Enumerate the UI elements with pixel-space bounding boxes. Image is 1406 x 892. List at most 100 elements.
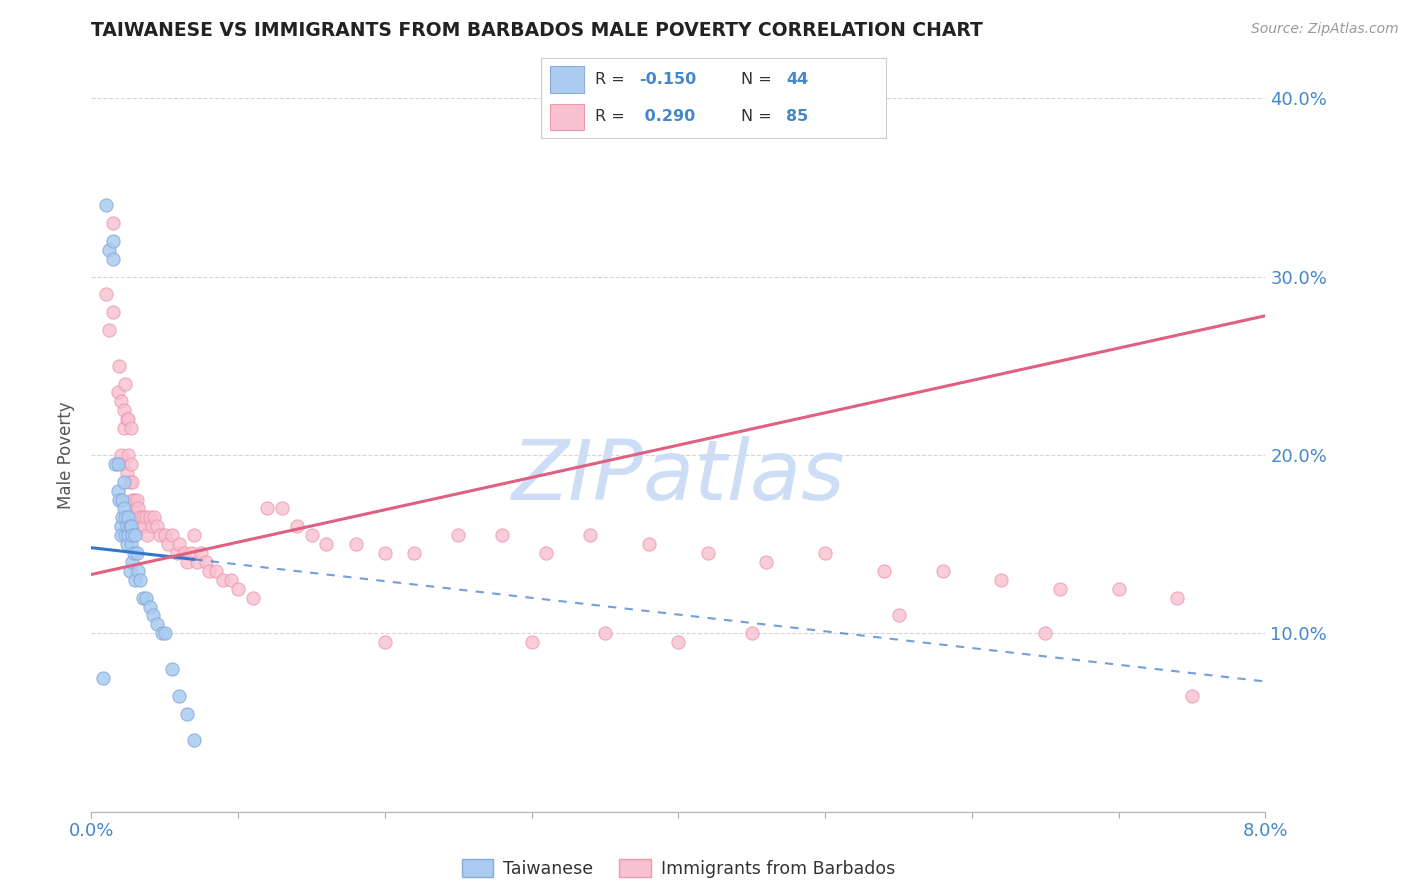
Point <box>153 528 176 542</box>
Point <box>120 457 142 471</box>
Point <box>125 492 148 507</box>
Point <box>755 555 778 569</box>
Point <box>103 216 125 230</box>
Point <box>114 510 136 524</box>
Bar <box>550 66 585 93</box>
Point <box>107 385 129 400</box>
Point <box>141 519 163 533</box>
Point <box>242 591 264 605</box>
Point <box>931 564 953 578</box>
Bar <box>550 103 585 130</box>
Point <box>169 689 191 703</box>
Point <box>98 243 121 257</box>
Point <box>136 528 159 542</box>
Point <box>122 492 145 507</box>
Point <box>110 448 132 462</box>
Point <box>120 519 142 533</box>
Point <box>579 528 602 542</box>
Text: ZIPatlas: ZIPatlas <box>512 436 845 516</box>
Point <box>114 528 136 542</box>
Point <box>108 492 131 507</box>
Point <box>121 555 143 569</box>
Point <box>404 546 426 560</box>
Point <box>219 573 242 587</box>
Point <box>741 626 763 640</box>
Point <box>1033 626 1056 640</box>
Point <box>112 403 135 417</box>
Point <box>536 546 558 560</box>
Point <box>104 457 127 471</box>
Point <box>117 528 139 542</box>
Point <box>129 519 152 533</box>
Point <box>124 510 146 524</box>
Point <box>160 662 183 676</box>
Point <box>814 546 837 560</box>
Point <box>110 519 132 533</box>
Point <box>190 546 212 560</box>
Point <box>107 457 129 471</box>
Point <box>285 519 308 533</box>
Point <box>120 421 142 435</box>
Point <box>112 501 135 516</box>
Point <box>139 599 162 614</box>
Point <box>344 537 367 551</box>
Point <box>160 528 183 542</box>
Point <box>301 528 323 542</box>
Point <box>134 519 156 533</box>
Point <box>197 564 219 578</box>
Point <box>122 546 145 560</box>
Point <box>103 252 125 266</box>
Point <box>120 537 142 551</box>
Text: -0.150: -0.150 <box>640 71 697 87</box>
Point <box>121 492 143 507</box>
Point <box>176 555 198 569</box>
Point <box>110 528 132 542</box>
Point <box>139 510 162 524</box>
Point <box>128 573 150 587</box>
Point <box>115 519 138 533</box>
Point <box>127 564 149 578</box>
Point <box>142 608 165 623</box>
Text: Source: ZipAtlas.com: Source: ZipAtlas.com <box>1251 21 1399 36</box>
Point <box>696 546 718 560</box>
Y-axis label: Male Poverty: Male Poverty <box>56 401 75 508</box>
Point <box>156 537 179 551</box>
Point <box>173 546 195 560</box>
Point <box>103 305 125 319</box>
Point <box>374 546 396 560</box>
Text: R =: R = <box>595 71 630 87</box>
Point <box>212 573 235 587</box>
Point <box>121 475 143 489</box>
Point <box>108 359 131 373</box>
Point <box>194 555 217 569</box>
Point <box>132 591 155 605</box>
Point <box>128 510 150 524</box>
Point <box>271 501 294 516</box>
Text: 85: 85 <box>786 109 808 124</box>
Point <box>150 626 173 640</box>
Point <box>666 635 689 649</box>
Point <box>118 519 141 533</box>
Point <box>873 564 896 578</box>
Point <box>115 412 138 426</box>
Point <box>94 198 117 212</box>
Point <box>112 475 135 489</box>
Point <box>149 528 172 542</box>
Point <box>127 501 149 516</box>
Text: 44: 44 <box>786 71 808 87</box>
Point <box>111 510 134 524</box>
Point <box>121 528 143 542</box>
Point <box>166 546 188 560</box>
Text: R =: R = <box>595 109 630 124</box>
Point <box>115 466 138 480</box>
Point <box>117 412 139 426</box>
Point <box>110 394 132 409</box>
Point <box>115 537 138 551</box>
Point <box>180 546 202 560</box>
Point <box>114 376 136 391</box>
Point <box>990 573 1012 587</box>
Text: 0.290: 0.290 <box>640 109 696 124</box>
Point <box>186 555 208 569</box>
Point <box>118 475 141 489</box>
Point <box>1049 582 1071 596</box>
